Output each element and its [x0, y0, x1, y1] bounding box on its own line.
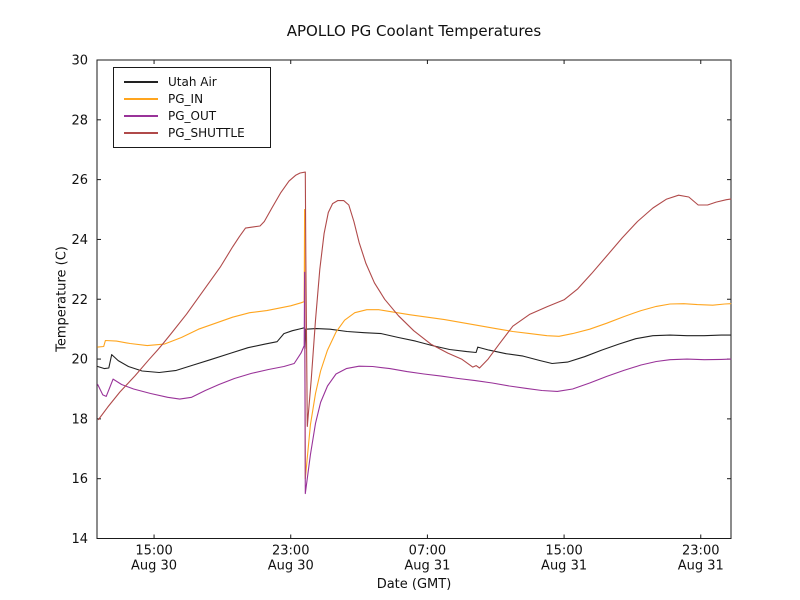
y-tick-label: 28 — [71, 113, 88, 128]
legend-item-pg-out: PG_OUT — [122, 107, 262, 124]
y-tick-label: 18 — [71, 412, 88, 427]
y-tick-label: 24 — [71, 233, 88, 248]
x-tick-label-date: Aug 31 — [541, 559, 587, 574]
x-tick-label-time: 15:00 — [545, 544, 582, 559]
x-tick-label-time: 23:00 — [272, 544, 309, 559]
legend-label: PG_IN — [168, 91, 204, 106]
legend-line-sample — [124, 80, 158, 83]
x-tick-label-date: Aug 30 — [131, 559, 177, 574]
legend-item-pg-in: PG_IN — [122, 90, 262, 107]
legend-item-utah-air: Utah Air — [122, 73, 262, 90]
series-line-pg-out — [97, 271, 732, 495]
legend: Utah Air PG_IN PG_OUT PG_SHUTTLE — [113, 67, 271, 148]
y-tick-label: 14 — [71, 532, 88, 547]
y-tick-label: 30 — [71, 54, 88, 69]
series-line-pg-in — [97, 208, 732, 480]
y-axis-label: Temperature (C) — [54, 246, 70, 352]
legend-label: PG_OUT — [168, 108, 217, 123]
x-tick-label-date: Aug 31 — [678, 559, 724, 574]
x-tick-label-time: 15:00 — [135, 544, 172, 559]
x-tick-label-date: Aug 31 — [404, 559, 450, 574]
y-tick-label: 22 — [71, 293, 88, 308]
legend-label: Utah Air — [168, 74, 217, 89]
x-tick-label-time: 07:00 — [409, 544, 446, 559]
legend-line-sample — [124, 114, 158, 117]
x-tick-label-time: 23:00 — [682, 544, 719, 559]
y-tick-label: 16 — [71, 472, 88, 487]
legend-line-sample — [124, 131, 158, 134]
x-tick-label-date: Aug 30 — [268, 559, 314, 574]
series-line-utah air — [97, 327, 732, 374]
series-line-pg-shuttle — [97, 171, 732, 427]
legend-label: PG_SHUTTLE — [168, 125, 245, 140]
x-axis-label: Date (GMT) — [376, 577, 452, 592]
y-tick-label: 26 — [71, 173, 88, 188]
y-tick-label: 20 — [71, 353, 88, 368]
legend-item-pg-shuttle: PG_SHUTTLE — [122, 124, 262, 141]
legend-line-sample — [124, 97, 158, 100]
chart-title: APOLLO PG Coolant Temperatures — [286, 22, 542, 40]
